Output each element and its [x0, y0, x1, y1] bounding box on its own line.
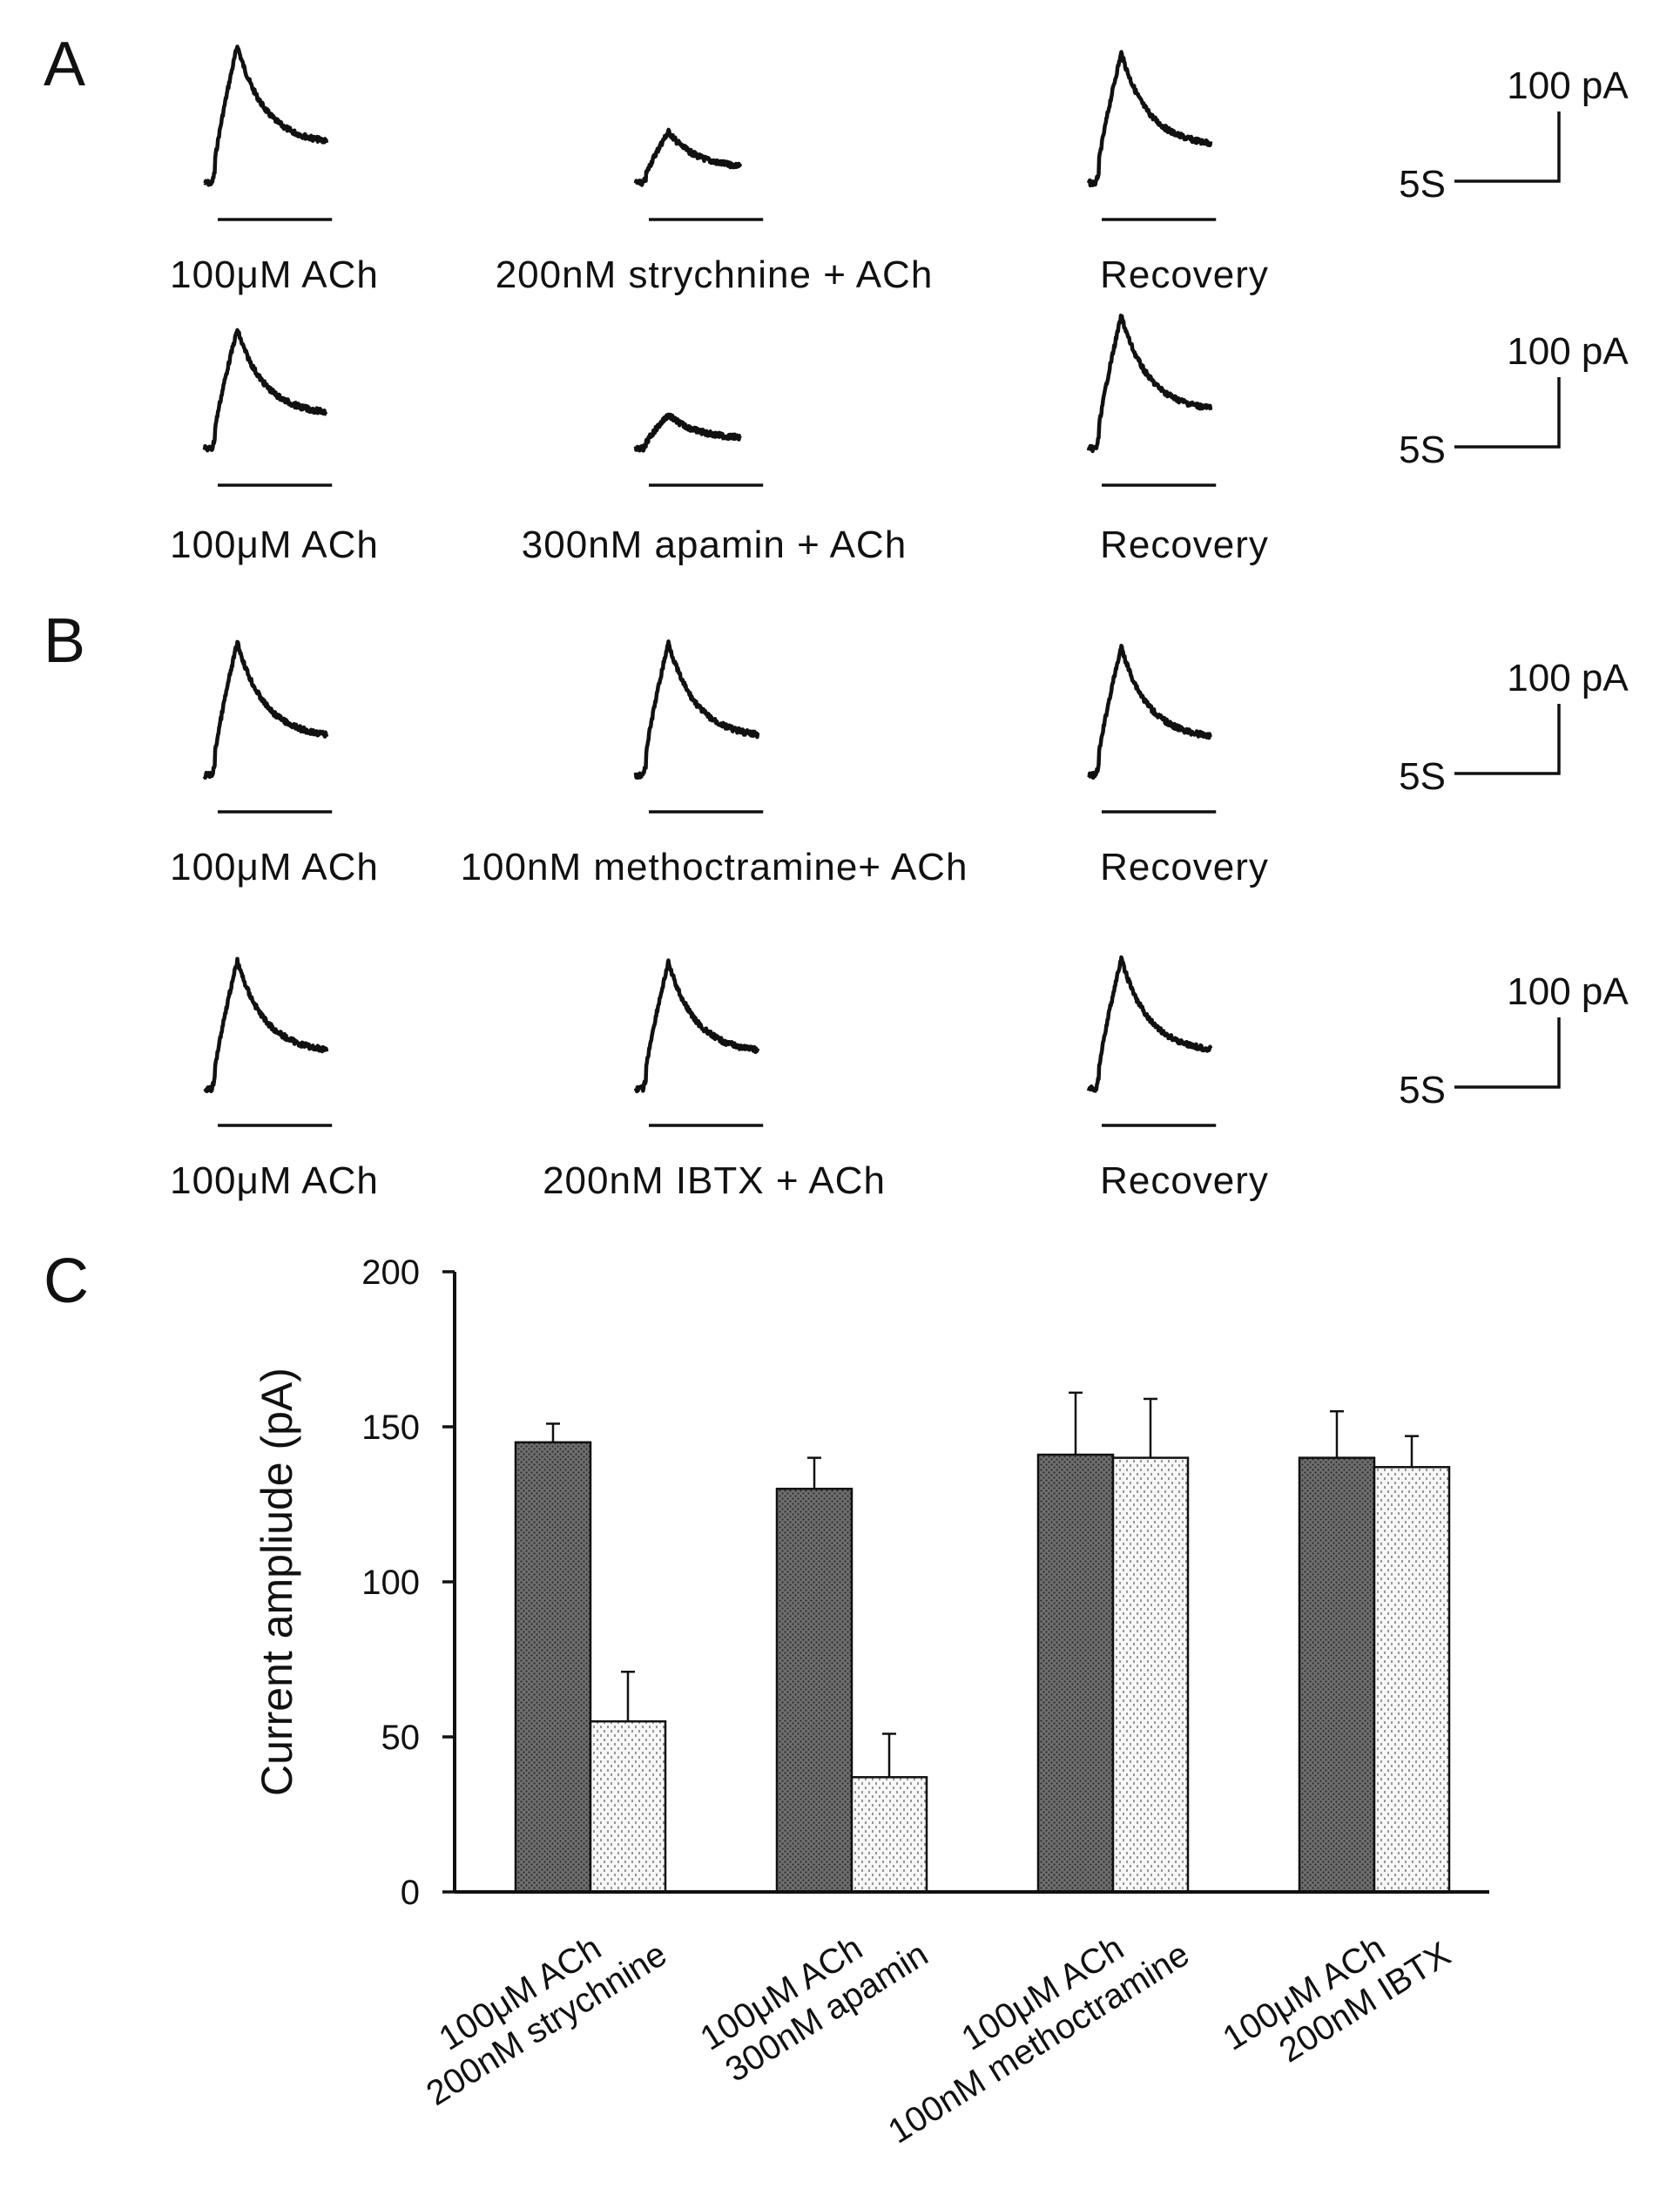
- scale-label-current: 100 pA: [1507, 970, 1629, 1013]
- scale-label-time: 5S: [1399, 429, 1446, 471]
- current-trace: [203, 44, 329, 187]
- scale-bar: [1454, 111, 1561, 183]
- current-trace: [633, 639, 760, 780]
- bar-chart: Current ampliude (pA) 0 50 100 150 200 100μM…: [253, 1253, 1489, 2152]
- bar-control: [1036, 1453, 1115, 1894]
- category-label: 100μM ACh200nM IBTX: [1217, 1901, 1458, 2091]
- trace-label: Recovery: [1100, 253, 1269, 296]
- current-trace: [1087, 644, 1212, 780]
- scale-bar: [1454, 377, 1561, 449]
- trace-label: 100μM ACh: [170, 524, 379, 566]
- bar-treatment: [1373, 1466, 1451, 1894]
- y-axis-ticks: 0 50 100 150 200: [361, 1253, 455, 1912]
- y-axis-label: Current ampliude (pA): [253, 1368, 301, 1796]
- trace-label: 100μM ACh: [170, 846, 379, 888]
- panel-letter-b: B: [44, 606, 85, 676]
- category-label: 100μM ACh200nM strychnine: [399, 1901, 673, 2113]
- trace-label: 300nM apamin + ACh: [522, 524, 907, 566]
- y-tick-label: 200: [361, 1253, 420, 1292]
- category-label: 100μM ACh300nM apamin: [694, 1901, 935, 2091]
- scale-label-current: 100 pA: [1507, 330, 1629, 373]
- bar-treatment: [1111, 1456, 1190, 1894]
- scale-bar: [1454, 1017, 1561, 1089]
- current-trace: [202, 639, 329, 780]
- panel-letter-c: C: [44, 1246, 89, 1316]
- y-tick-label: 100: [361, 1564, 420, 1602]
- scale-label-current: 100 pA: [1507, 64, 1629, 107]
- y-tick-label: 50: [381, 1719, 421, 1757]
- scale-label-current: 100 pA: [1507, 657, 1629, 699]
- current-traces: 100μM ACh 200nM strychnine + ACh Recovery 1…: [170, 44, 1629, 1202]
- scale-label-time: 5S: [1399, 1069, 1446, 1111]
- bar-control: [1298, 1456, 1376, 1894]
- bar-control: [514, 1441, 592, 1894]
- trace-label: 100μM ACh: [170, 1159, 379, 1202]
- panel-letter-a: A: [44, 30, 85, 99]
- current-trace: [633, 958, 760, 1094]
- trace-label: 100nM methoctramine+ ACh: [461, 846, 968, 888]
- bar-treatment: [850, 1776, 928, 1894]
- trace-label: 200nM strychnine + ACh: [496, 253, 934, 296]
- current-trace: [633, 127, 743, 187]
- scale-bar: [1454, 704, 1561, 775]
- current-trace: [1086, 955, 1213, 1093]
- current-trace: [202, 328, 328, 453]
- y-tick-label: 0: [401, 1874, 420, 1912]
- scale-label-time: 5S: [1399, 163, 1446, 206]
- trace-label: 100μM ACh: [170, 253, 379, 296]
- bar-control: [775, 1487, 853, 1894]
- bar-treatment: [589, 1719, 667, 1894]
- y-tick-label: 150: [361, 1408, 420, 1447]
- trace-label: Recovery: [1100, 524, 1269, 566]
- current-trace: [203, 956, 329, 1094]
- trace-label: Recovery: [1100, 846, 1269, 888]
- current-trace: [1086, 50, 1213, 188]
- current-trace: [1086, 314, 1213, 454]
- bar-series: [514, 1391, 1451, 1894]
- trace-label: 200nM IBTX + ACh: [543, 1159, 886, 1202]
- category-labels: 100μM ACh200nM strychnine 100μM ACh300nM …: [399, 1901, 1458, 2151]
- trace-label: Recovery: [1100, 1159, 1269, 1202]
- current-trace: [633, 412, 742, 453]
- scale-label-time: 5S: [1399, 755, 1446, 798]
